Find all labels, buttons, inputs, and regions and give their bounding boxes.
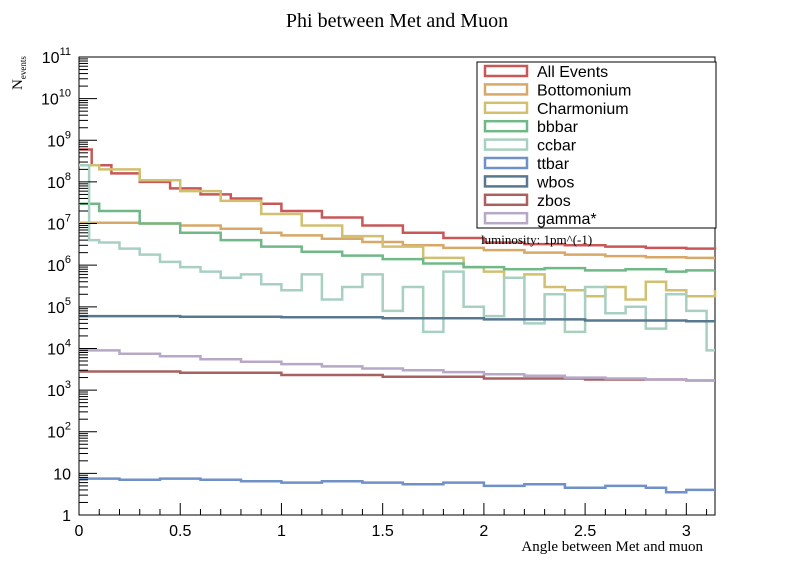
series-line-0 (79, 148, 717, 250)
legend-label-0: All Events (537, 64, 608, 81)
x-tick-label: 2.5 (574, 523, 596, 540)
series-line-2 (79, 164, 717, 301)
y-tick-label: 104 (47, 337, 71, 358)
y-tick-label: 109 (47, 129, 71, 150)
legend-label-5: ttbar (537, 156, 570, 173)
series-layer (79, 148, 717, 494)
legend-swatch-0 (483, 64, 529, 78)
y-axis-title-main: N (10, 79, 26, 90)
y-tick-label: 103 (47, 379, 71, 400)
legend-swatch-7 (483, 193, 529, 207)
svg-text:Nevents: Nevents (10, 56, 28, 90)
x-tick-label: 1 (277, 523, 286, 540)
series-line-6 (79, 314, 715, 323)
legend-label-3: bbbar (537, 119, 579, 136)
x-tick-label: 1.5 (372, 523, 394, 540)
legend-label-4: ccbar (537, 138, 577, 155)
x-tick-label: 3 (682, 523, 691, 540)
plot-area: 0 0.5 1 1.5 2 2.5 3 1 10 102 103 104 105 106 107 108 10… (41, 46, 717, 540)
legend-label-1: Bottomonium (537, 82, 631, 99)
y-tick-label: 1 (62, 508, 71, 525)
y-tick-label: 107 (47, 213, 71, 234)
legend-label-7: zbos (537, 193, 571, 210)
chart-title: Phi between Met and Muon (286, 10, 508, 32)
legend-swatch-1 (483, 83, 529, 96)
x-axis-title: Angle between Met and muon (521, 539, 703, 555)
luminosity-annotation: luminosity: 1pm^(-1) (481, 232, 592, 247)
x-tick-label: 2 (479, 523, 488, 540)
legend-frame (476, 61, 717, 229)
series-line-5 (79, 477, 715, 494)
series-line-1 (79, 221, 715, 260)
y-tick-label: 108 (47, 171, 71, 192)
legend-label-6: wbos (536, 174, 574, 191)
x-tick-label: 0 (75, 523, 84, 540)
x-tick-label: 0.5 (169, 523, 191, 540)
legend-label-8: gamma* (537, 211, 597, 228)
legend-label-2: Charmonium (537, 101, 629, 118)
legend-swatch-3 (483, 119, 529, 133)
legend-swatch-2 (483, 101, 529, 115)
y-tick-label: 102 (47, 421, 71, 442)
plot-frame (78, 56, 716, 516)
series-line-3 (79, 202, 715, 273)
legend-swatch-8 (483, 211, 529, 225)
legend-swatch-4 (483, 138, 529, 151)
y-axis: 1 10 102 103 104 105 106 107 108 109 1010 1011 (41, 46, 97, 525)
series-line-4 (79, 164, 715, 352)
series-line-8 (79, 349, 715, 382)
y-tick-label: 10 (53, 466, 71, 483)
legend-swatch-5 (483, 156, 529, 170)
x-axis: 0 0.5 1 1.5 2 2.5 3 (75, 503, 708, 540)
y-tick-label: 1011 (42, 46, 71, 67)
y-axis-title-sub: events (18, 56, 28, 79)
y-tick-label: 1010 (41, 88, 71, 109)
legend-swatch-6 (483, 175, 529, 188)
y-axis-title: Nevents (10, 56, 28, 90)
y-tick-label: 106 (47, 254, 71, 275)
y-tick-label: 105 (47, 296, 71, 317)
